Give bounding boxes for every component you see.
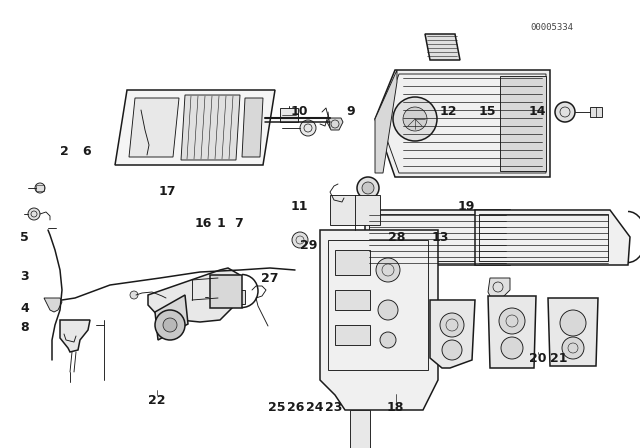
Circle shape [376, 258, 400, 282]
Text: 26: 26 [287, 401, 305, 414]
Text: 1: 1 [216, 216, 225, 230]
Text: 11: 11 [291, 200, 308, 214]
Bar [208, 290, 226, 304]
Text: 5: 5 [20, 231, 29, 244]
Text: 27: 27 [261, 272, 279, 285]
Text: 10: 10 [291, 104, 308, 118]
Text: 28: 28 [388, 231, 406, 244]
Polygon shape [181, 95, 240, 160]
Polygon shape [210, 275, 242, 308]
Circle shape [393, 97, 437, 141]
Text: 19: 19 [457, 200, 475, 214]
Polygon shape [430, 300, 475, 368]
Text: 23: 23 [325, 401, 343, 414]
Circle shape [163, 318, 177, 332]
Circle shape [378, 300, 398, 320]
Text: 15: 15 [479, 104, 497, 118]
Text: 17: 17 [159, 185, 177, 198]
Text: 12: 12 [439, 104, 457, 118]
Text: 13: 13 [431, 231, 449, 244]
Polygon shape [327, 118, 343, 130]
Polygon shape [425, 34, 460, 60]
Text: 00005334: 00005334 [530, 23, 573, 32]
Circle shape [403, 107, 427, 131]
Circle shape [501, 337, 523, 359]
Text: 9: 9 [346, 104, 355, 118]
Bar [335, 290, 370, 310]
Text: 22: 22 [148, 394, 166, 408]
Bar [330, 195, 380, 225]
Text: 2: 2 [60, 145, 68, 158]
Text: 3: 3 [20, 270, 29, 284]
Polygon shape [60, 320, 90, 352]
Polygon shape [475, 210, 630, 265]
Text: 25: 25 [268, 401, 285, 414]
Polygon shape [320, 230, 438, 410]
Polygon shape [375, 70, 550, 177]
Polygon shape [129, 98, 179, 157]
Circle shape [560, 310, 586, 336]
Bar [36, 185, 44, 191]
Bar [335, 325, 370, 345]
Bar [350, 410, 370, 448]
Circle shape [499, 308, 525, 334]
Circle shape [300, 120, 316, 136]
Polygon shape [365, 210, 510, 265]
Polygon shape [488, 278, 510, 300]
Polygon shape [488, 296, 536, 368]
Bar [335, 250, 370, 275]
Text: 8: 8 [20, 320, 29, 334]
Polygon shape [242, 98, 263, 157]
Bar [230, 290, 245, 304]
Polygon shape [115, 90, 275, 165]
Bar [328, 240, 428, 370]
Circle shape [155, 310, 185, 340]
Circle shape [292, 232, 308, 248]
Circle shape [562, 337, 584, 359]
Text: 14: 14 [529, 104, 547, 118]
Circle shape [380, 332, 396, 348]
Circle shape [28, 208, 40, 220]
Circle shape [130, 291, 138, 299]
Text: 24: 24 [306, 401, 324, 414]
Text: 4: 4 [20, 302, 29, 315]
Polygon shape [361, 261, 381, 277]
Circle shape [442, 340, 462, 360]
Text: 6: 6 [82, 145, 91, 158]
Polygon shape [500, 76, 546, 171]
Polygon shape [148, 268, 240, 322]
Polygon shape [548, 298, 598, 366]
Polygon shape [375, 70, 397, 173]
Text: 16: 16 [195, 216, 212, 230]
Text: 20: 20 [529, 352, 547, 365]
Text: 18: 18 [387, 401, 404, 414]
Polygon shape [590, 107, 602, 117]
Polygon shape [155, 295, 188, 340]
Text: 7: 7 [234, 216, 243, 230]
Polygon shape [44, 298, 62, 312]
Circle shape [555, 102, 575, 122]
Circle shape [35, 183, 45, 193]
Text: 29: 29 [300, 239, 317, 252]
Circle shape [357, 177, 379, 199]
Text: 21: 21 [550, 352, 568, 365]
Bar [280, 108, 298, 122]
Circle shape [440, 313, 464, 337]
Circle shape [362, 182, 374, 194]
